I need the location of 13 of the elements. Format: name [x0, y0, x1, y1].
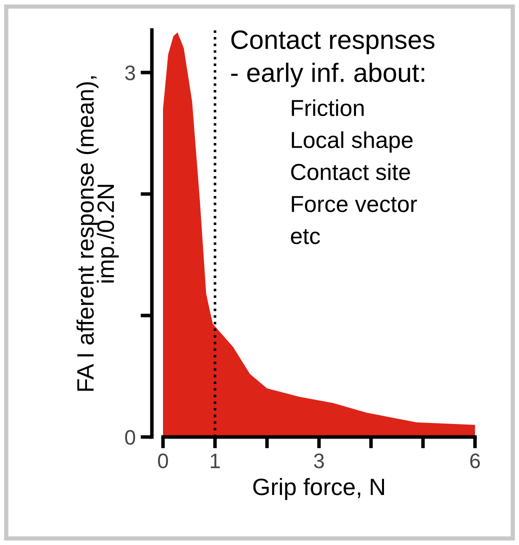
x-tick-label: 3 — [314, 454, 324, 468]
annotation: Local shape — [292, 131, 413, 153]
y-axis-title: FA I afferent response (mean), imp./0.2N — [76, 76, 119, 391]
annotation: Contact site — [291, 163, 410, 180]
x-tick-label: 6 — [470, 454, 480, 468]
annotation: Friction — [292, 99, 364, 116]
annotation: Force vector — [292, 196, 417, 212]
annotation: etc — [290, 229, 320, 244]
annotation: - early inf. about: — [231, 62, 424, 88]
x-tick-label: 1 — [210, 454, 220, 468]
annotation: Contact respnses — [231, 30, 434, 54]
x-tick-label: 0 — [158, 454, 168, 468]
x-axis-title: Grip force, N — [253, 478, 384, 500]
